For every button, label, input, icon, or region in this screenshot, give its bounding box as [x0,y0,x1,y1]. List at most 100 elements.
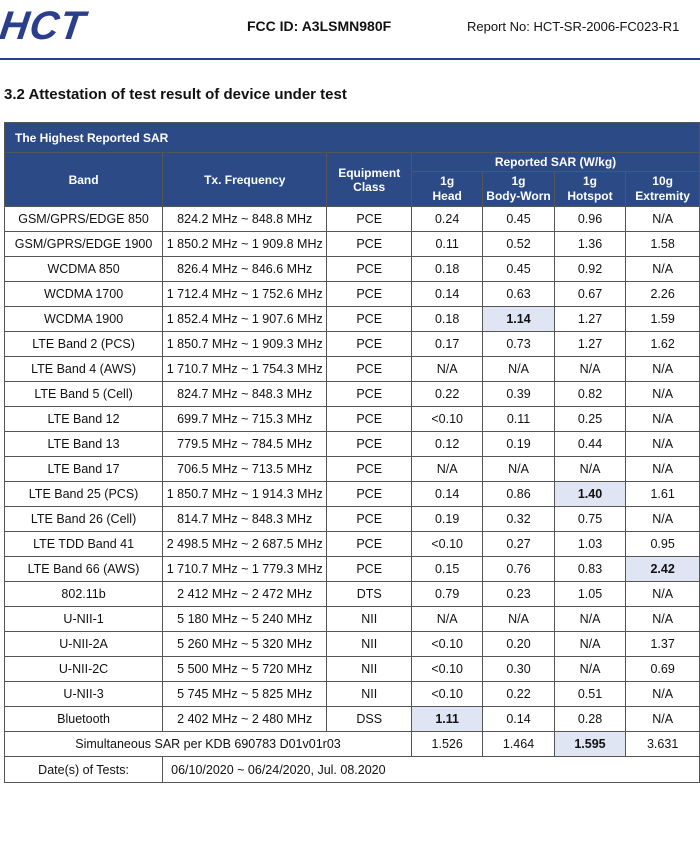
equipment-class-cell: DSS [326,706,412,732]
body-worn-sar-cell: 0.63 [482,281,555,307]
table-row: 802.11b 2 412 MHz ~ 2 472 MHz DTS 0.79 0.23 1… [3,581,700,607]
hotspot-sar-cell: N/A [553,656,627,682]
equipment-class-cell: PCE [326,406,412,432]
band-cell: LTE Band 26 (Cell) [3,506,164,532]
band-cell: U-NII-2A [3,631,164,657]
section-title: 3.2 Attestation of test result of device… [4,86,347,103]
hotspot-sar-cell: N/A [553,631,627,657]
equipment-class-cell: PCE [326,231,412,257]
simultaneous-body: 1.464 [482,731,555,757]
band-header: Band [3,152,164,207]
extremity-sar-cell: 2.26 [625,281,700,307]
frequency-cell: 779.5 MHz ~ 784.5 MHz [162,431,328,457]
extremity-sar-cell: 1.61 [625,481,700,507]
extremity-sar-cell: N/A [625,606,700,632]
simultaneous-head: 1.526 [410,731,484,757]
extremity-sar-cell: 0.95 [625,531,700,557]
head-sar-cell: <0.10 [410,681,484,707]
body-worn-header: 1g Body-Worn [482,171,555,207]
head-sar-cell: 0.14 [410,481,484,507]
table-row: LTE Band 5 (Cell) 824.7 MHz ~ 848.3 MHz PC… [3,381,700,407]
frequency-cell: 1 850.2 MHz ~ 1 909.8 MHz [162,231,328,257]
body-worn-sar-cell: N/A [482,606,555,632]
extremity-sar-cell: N/A [625,206,700,232]
extremity-sar-cell: 0.69 [625,656,700,682]
body-worn-sar-cell: N/A [482,456,555,482]
band-cell: U-NII-1 [3,606,164,632]
test-dates-label: Date(s) of Tests: [3,756,164,783]
body-worn-sar-cell: 0.86 [482,481,555,507]
equipment-class-cell: PCE [326,356,412,382]
hotspot-sar-cell: 0.25 [553,406,627,432]
hotspot-sar-cell: 0.96 [553,206,627,232]
band-cell: LTE Band 17 [3,456,164,482]
frequency-cell: 2 498.5 MHz ~ 2 687.5 MHz [162,531,328,557]
extremity-sar-cell: 1.58 [625,231,700,257]
simultaneous-sar-row: Simultaneous SAR per KDB 690783 D01v01r0… [4,731,700,757]
body-worn-sar-cell: 0.23 [482,581,555,607]
sar-results-table: The Highest Reported SAR Band Tx. Freque… [3,122,700,783]
equipment-class-cell: PCE [326,506,412,532]
frequency-cell: 1 710.7 MHz ~ 1 754.3 MHz [162,356,328,382]
extremity-sar-cell: 1.62 [625,331,700,357]
head-sar-cell: 0.15 [410,556,484,582]
band-cell: U-NII-2C [3,656,164,682]
band-cell: 802.11b [3,581,164,607]
frequency-cell: 1 712.4 MHz ~ 1 752.6 MHz [162,281,328,307]
body-worn-sar-cell: 0.11 [482,406,555,432]
frequency-cell: 1 852.4 MHz ~ 1 907.6 MHz [162,306,328,332]
equipment-class-cell: NII [326,606,412,632]
body-worn-sar-cell: 0.27 [482,531,555,557]
frequency-cell: 5 260 MHz ~ 5 320 MHz [162,631,328,657]
table-caption: The Highest Reported SAR [4,122,700,153]
head-sar-cell: 0.79 [410,581,484,607]
equipment-class-cell: PCE [326,431,412,457]
body-worn-sar-cell: N/A [482,356,555,382]
frequency-cell: 824.2 MHz ~ 848.8 MHz [162,206,328,232]
head-sar-cell: 0.22 [410,381,484,407]
header-rule [0,58,700,60]
table-row: WCDMA 1700 1 712.4 MHz ~ 1 752.6 MHz PCE 0.… [3,281,700,307]
body-worn-sar-cell: 0.32 [482,506,555,532]
band-cell: Bluetooth [3,706,164,732]
equipment-class-cell: PCE [326,306,412,332]
head-sar-cell: 0.14 [410,281,484,307]
frequency-cell: 5 500 MHz ~ 5 720 MHz [162,656,328,682]
table-row: WCDMA 850 826.4 MHz ~ 846.6 MHz PCE 0.18 0.4… [3,256,700,282]
extremity-sar-cell: N/A [625,381,700,407]
body-worn-sar-cell: 0.45 [482,256,555,282]
frequency-header: Tx. Frequency [162,152,328,207]
head-header: 1g Head [410,171,484,207]
body-worn-sar-cell: 0.39 [482,381,555,407]
hotspot-sar-cell: N/A [553,356,627,382]
frequency-cell: 824.7 MHz ~ 848.3 MHz [162,381,328,407]
band-cell: LTE Band 13 [3,431,164,457]
extremity-sar-cell: N/A [625,431,700,457]
hotspot-sar-cell: 1.05 [553,581,627,607]
equipment-class-cell: PCE [326,331,412,357]
hotspot-sar-cell: 0.75 [553,506,627,532]
frequency-cell: 814.7 MHz ~ 848.3 MHz [162,506,328,532]
head-sar-cell: 0.24 [410,206,484,232]
head-sar-cell: N/A [410,606,484,632]
body-worn-sar-cell: 0.45 [482,206,555,232]
hotspot-sar-cell: 0.51 [553,681,627,707]
equipment-class-cell: PCE [326,381,412,407]
band-cell: LTE TDD Band 41 [3,531,164,557]
simultaneous-extremity: 3.631 [625,731,700,757]
hotspot-header: 1g Hotspot [553,171,627,207]
frequency-cell: 706.5 MHz ~ 713.5 MHz [162,456,328,482]
reported-sar-header: Reported SAR (W/kg) [411,152,700,172]
table-row: LTE Band 17 706.5 MHz ~ 713.5 MHz PCE N/A N/… [3,456,700,482]
equipment-class-cell: NII [326,656,412,682]
table-row: GSM/GPRS/EDGE 1900 1 850.2 MHz ~ 1 909.8 … [3,231,700,257]
head-sar-cell: 0.11 [410,231,484,257]
head-sar-cell: <0.10 [410,406,484,432]
body-worn-sar-cell: 0.76 [482,556,555,582]
table-row: Bluetooth 2 402 MHz ~ 2 480 MHz DSS 1.11 0.1… [3,706,700,732]
band-cell: LTE Band 25 (PCS) [3,481,164,507]
extremity-sar-cell: N/A [625,706,700,732]
band-cell: GSM/GPRS/EDGE 1900 [3,231,164,257]
body-worn-sar-cell: 0.22 [482,681,555,707]
frequency-cell: 2 402 MHz ~ 2 480 MHz [162,706,328,732]
